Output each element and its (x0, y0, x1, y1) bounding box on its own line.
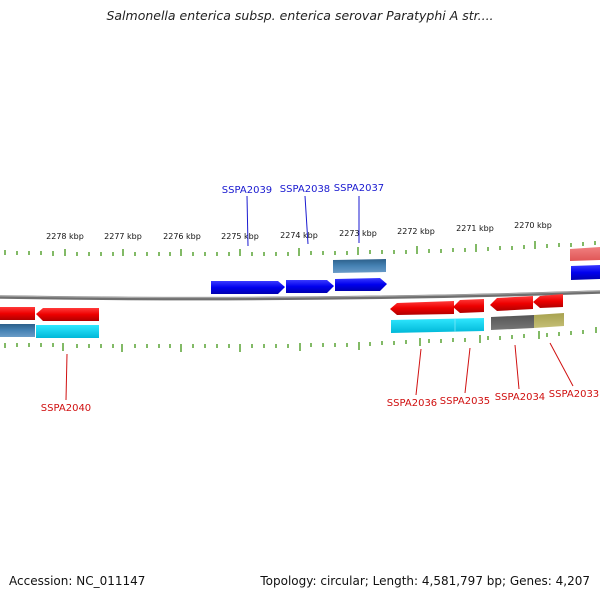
genome-title: Salmonella enterica subsp. enterica sero… (106, 8, 494, 23)
gene-right-edge-blue[interactable] (571, 265, 600, 280)
gene-label-SSPA2040[interactable]: SSPA2040 (41, 403, 91, 414)
kbp-label-2278: 2278 kbp (46, 232, 84, 241)
gene-SSPA2033[interactable] (533, 294, 563, 308)
gene-label-SSPA2033[interactable]: SSPA2033 (549, 389, 599, 400)
gene-SSPA2037[interactable] (335, 278, 387, 291)
gene-SSPA2039[interactable] (211, 281, 285, 294)
feature-gray[interactable] (491, 315, 534, 330)
feature-khaki[interactable] (534, 313, 564, 328)
kbp-label-2271: 2271 kbp (456, 224, 494, 233)
gene-label-SSPA2037[interactable]: SSPA2037 (334, 183, 384, 194)
inner-tick-ring (4, 327, 597, 352)
kbp-label-2275: 2275 kbp (221, 232, 259, 241)
feature-pink-right-edge[interactable] (570, 247, 600, 261)
gene-labels-top: SSPA2039 SSPA2038 SSPA2037 (222, 183, 384, 196)
genome-summary-text: Topology: circular; Length: 4,581,797 bp… (260, 574, 590, 588)
genome-backbone (0, 290, 600, 301)
gene-SSPA2040[interactable] (36, 308, 99, 321)
kbp-label-2270: 2270 kbp (514, 221, 552, 230)
gene-SSPA2036[interactable] (390, 301, 454, 315)
label-lines (65, 195, 574, 401)
forward-genes (211, 247, 600, 294)
reverse-genes (0, 294, 564, 338)
gene-label-SSPA2034[interactable]: SSPA2034 (495, 392, 545, 403)
gene-SSPA2035[interactable] (453, 299, 484, 313)
gene-SSPA2034[interactable] (490, 296, 533, 311)
kbp-label-2276: 2276 kbp (163, 232, 201, 241)
kbp-label-2274: 2274 kbp (280, 231, 318, 240)
gene-labels-bottom: SSPA2040 SSPA2036 SSPA2035 SSPA2034 SSPA… (41, 389, 599, 414)
gene-label-SSPA2039[interactable]: SSPA2039 (222, 185, 272, 196)
feature-steel-left[interactable] (0, 324, 35, 337)
feature-cyan-left[interactable] (36, 325, 99, 338)
gene-label-SSPA2035[interactable]: SSPA2035 (440, 396, 490, 407)
kbp-label-2273: 2273 kbp (339, 229, 377, 238)
gene-label-SSPA2038[interactable]: SSPA2038 (280, 184, 330, 195)
feature-steel-top[interactable] (333, 259, 386, 273)
gene-SSPA2038[interactable] (286, 280, 334, 293)
gene-label-SSPA2036[interactable]: SSPA2036 (387, 398, 437, 409)
gene-left-edge-red[interactable] (0, 307, 35, 320)
kbp-label-2277: 2277 kbp (104, 232, 142, 241)
kbp-label-2272: 2272 kbp (397, 227, 435, 236)
kbp-labels: 2278 kbp 2277 kbp 2276 kbp 2275 kbp 2274… (46, 221, 552, 241)
outer-tick-ring (4, 241, 596, 256)
feature-cyan-right[interactable] (391, 318, 484, 333)
accession-text: Accession: NC_011147 (9, 574, 146, 588)
